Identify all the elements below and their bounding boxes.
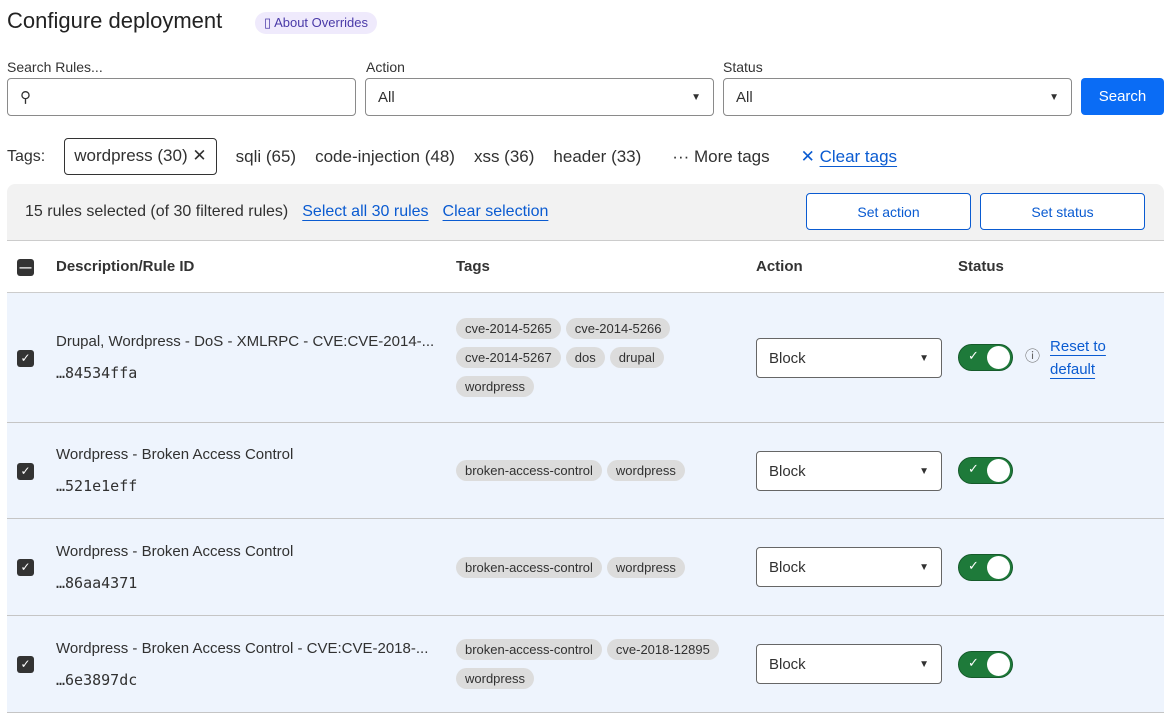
- select-all-link[interactable]: Select all 30 rules: [302, 203, 429, 220]
- action-select[interactable]: Block ▼: [756, 450, 942, 491]
- rule-id: …84534ffa: [56, 364, 138, 382]
- table-row: ✓ Wordpress - Broken Access Control …86aa…: [7, 518, 1164, 616]
- caret-down-icon: ▼: [919, 562, 929, 573]
- about-label: About Overrides: [274, 15, 368, 30]
- search-label: Search Rules...: [7, 59, 103, 75]
- more-tags-label: More tags: [694, 146, 770, 166]
- more-tags-button[interactable]: ··· More tags: [672, 147, 769, 167]
- action-value: Block: [769, 559, 806, 576]
- action-value: Block: [769, 349, 806, 367]
- selection-bar: 15 rules selected (of 30 filtered rules)…: [7, 184, 1164, 240]
- rule-id: …521e1eff: [56, 477, 138, 495]
- rules-table: — Description/Rule ID Tags Action Status…: [7, 240, 1164, 713]
- action-value: Block: [769, 656, 806, 673]
- search-icon: ⚲: [20, 89, 31, 106]
- ellipsis-icon: ···: [672, 146, 695, 166]
- caret-down-icon: ▼: [919, 465, 929, 477]
- rule-description: Drupal, Wordpress - DoS - XMLRPC - CVE:C…: [56, 333, 435, 350]
- action-value: All: [378, 89, 395, 106]
- caret-down-icon: ▼: [691, 92, 701, 103]
- tags-row: Tags: wordpress (30) ✕ sqli (65) code-in…: [7, 138, 897, 175]
- selection-summary: 15 rules selected (of 30 filtered rules): [25, 203, 289, 220]
- status-value: All: [736, 89, 753, 106]
- status-label: Status: [723, 59, 763, 75]
- book-icon: ▯: [264, 15, 275, 30]
- action-label: Action: [366, 59, 405, 75]
- tag-pill: dos: [565, 347, 605, 368]
- rule-description: Wordpress - Broken Access Control - CVE:…: [56, 639, 429, 657]
- row-checkbox[interactable]: ✓: [17, 559, 34, 576]
- col-description: Description/Rule ID: [55, 240, 455, 293]
- tag-pill: cve-2014-5265: [456, 318, 561, 339]
- check-icon: ✓: [968, 557, 979, 573]
- caret-down-icon: ▼: [919, 659, 929, 670]
- clear-tags-button[interactable]: ✕ Clear tags: [801, 147, 897, 167]
- tag-chip-label: wordpress (30): [74, 146, 188, 165]
- tag-pill: cve-2014-5266: [565, 318, 671, 339]
- info-icon: ⓘ: [1025, 348, 1041, 366]
- tag-chip[interactable]: xss (36): [473, 146, 535, 166]
- tag-chip[interactable]: sqli (65): [235, 146, 297, 166]
- rule-id: …86aa4371: [56, 573, 138, 592]
- status-toggle[interactable]: ✓: [958, 457, 1013, 484]
- clear-tags-label: Clear tags: [819, 146, 898, 166]
- close-icon[interactable]: ✕: [192, 146, 207, 165]
- clear-selection-link[interactable]: Clear selection: [442, 203, 549, 220]
- tag-pill: wordpress: [606, 556, 685, 578]
- page-title: Configure deployment: [7, 8, 223, 33]
- tags-label: Tags:: [7, 147, 46, 165]
- caret-down-icon: ▼: [919, 352, 929, 364]
- tag-chip[interactable]: code-injection (48): [315, 146, 455, 166]
- set-action-button[interactable]: Set action: [806, 193, 971, 230]
- row-checkbox[interactable]: ✓: [17, 349, 34, 367]
- tag-pill: wordpress: [456, 668, 534, 689]
- col-action: Action: [755, 240, 957, 293]
- select-all-checkbox[interactable]: —: [17, 258, 34, 276]
- tag-pill: broken-access-control: [456, 460, 602, 481]
- table-row: ✓ Wordpress - Broken Access Control - CV…: [7, 615, 1164, 713]
- search-button[interactable]: Search: [1081, 78, 1164, 115]
- caret-down-icon: ▼: [1049, 92, 1059, 103]
- action-select[interactable]: All ▼: [365, 78, 714, 116]
- tag-pill: wordpress: [606, 460, 685, 481]
- rule-id: …6e3897dc: [56, 670, 138, 689]
- about-overrides-link[interactable]: ▯ About Overrides: [255, 12, 377, 34]
- status-toggle[interactable]: ✓: [958, 650, 1013, 678]
- rule-description: Wordpress - Broken Access Control: [56, 446, 294, 463]
- tag-pill: cve-2014-5267: [456, 347, 561, 368]
- row-checkbox[interactable]: ✓: [17, 656, 34, 673]
- rule-description: Wordpress - Broken Access Control: [56, 542, 294, 560]
- tag-pill: broken-access-control: [456, 639, 602, 660]
- action-select[interactable]: Block ▼: [756, 547, 942, 587]
- col-status: Status: [957, 240, 1164, 293]
- status-toggle[interactable]: ✓: [958, 553, 1013, 581]
- tag-pill: wordpress: [456, 376, 534, 397]
- tag-pill: cve-2018-12895: [606, 639, 719, 660]
- action-select[interactable]: Block ▼: [756, 337, 942, 378]
- search-input[interactable]: ⚲: [7, 78, 356, 116]
- action-select[interactable]: Block ▼: [756, 644, 942, 684]
- table-row: ✓ Drupal, Wordpress - DoS - XMLRPC - CVE…: [7, 292, 1164, 423]
- check-icon: ✓: [968, 348, 979, 363]
- col-tags: Tags: [455, 240, 755, 293]
- reset-to-default-link[interactable]: Reset to default: [1050, 337, 1106, 378]
- check-icon: ✓: [968, 654, 979, 670]
- status-toggle[interactable]: ✓: [958, 344, 1013, 371]
- table-row: ✓ Wordpress - Broken Access Control …521e…: [7, 422, 1164, 519]
- row-checkbox[interactable]: ✓: [17, 462, 34, 480]
- tag-pill: drupal: [609, 347, 664, 368]
- close-icon: ✕: [800, 146, 820, 166]
- tag-chip[interactable]: header (33): [553, 146, 642, 166]
- action-value: Block: [769, 462, 806, 480]
- tag-pill: broken-access-control: [456, 556, 602, 578]
- tag-chip-selected[interactable]: wordpress (30) ✕: [64, 138, 217, 175]
- set-status-button[interactable]: Set status: [980, 193, 1145, 230]
- status-select[interactable]: All ▼: [723, 78, 1072, 116]
- check-icon: ✓: [968, 461, 979, 476]
